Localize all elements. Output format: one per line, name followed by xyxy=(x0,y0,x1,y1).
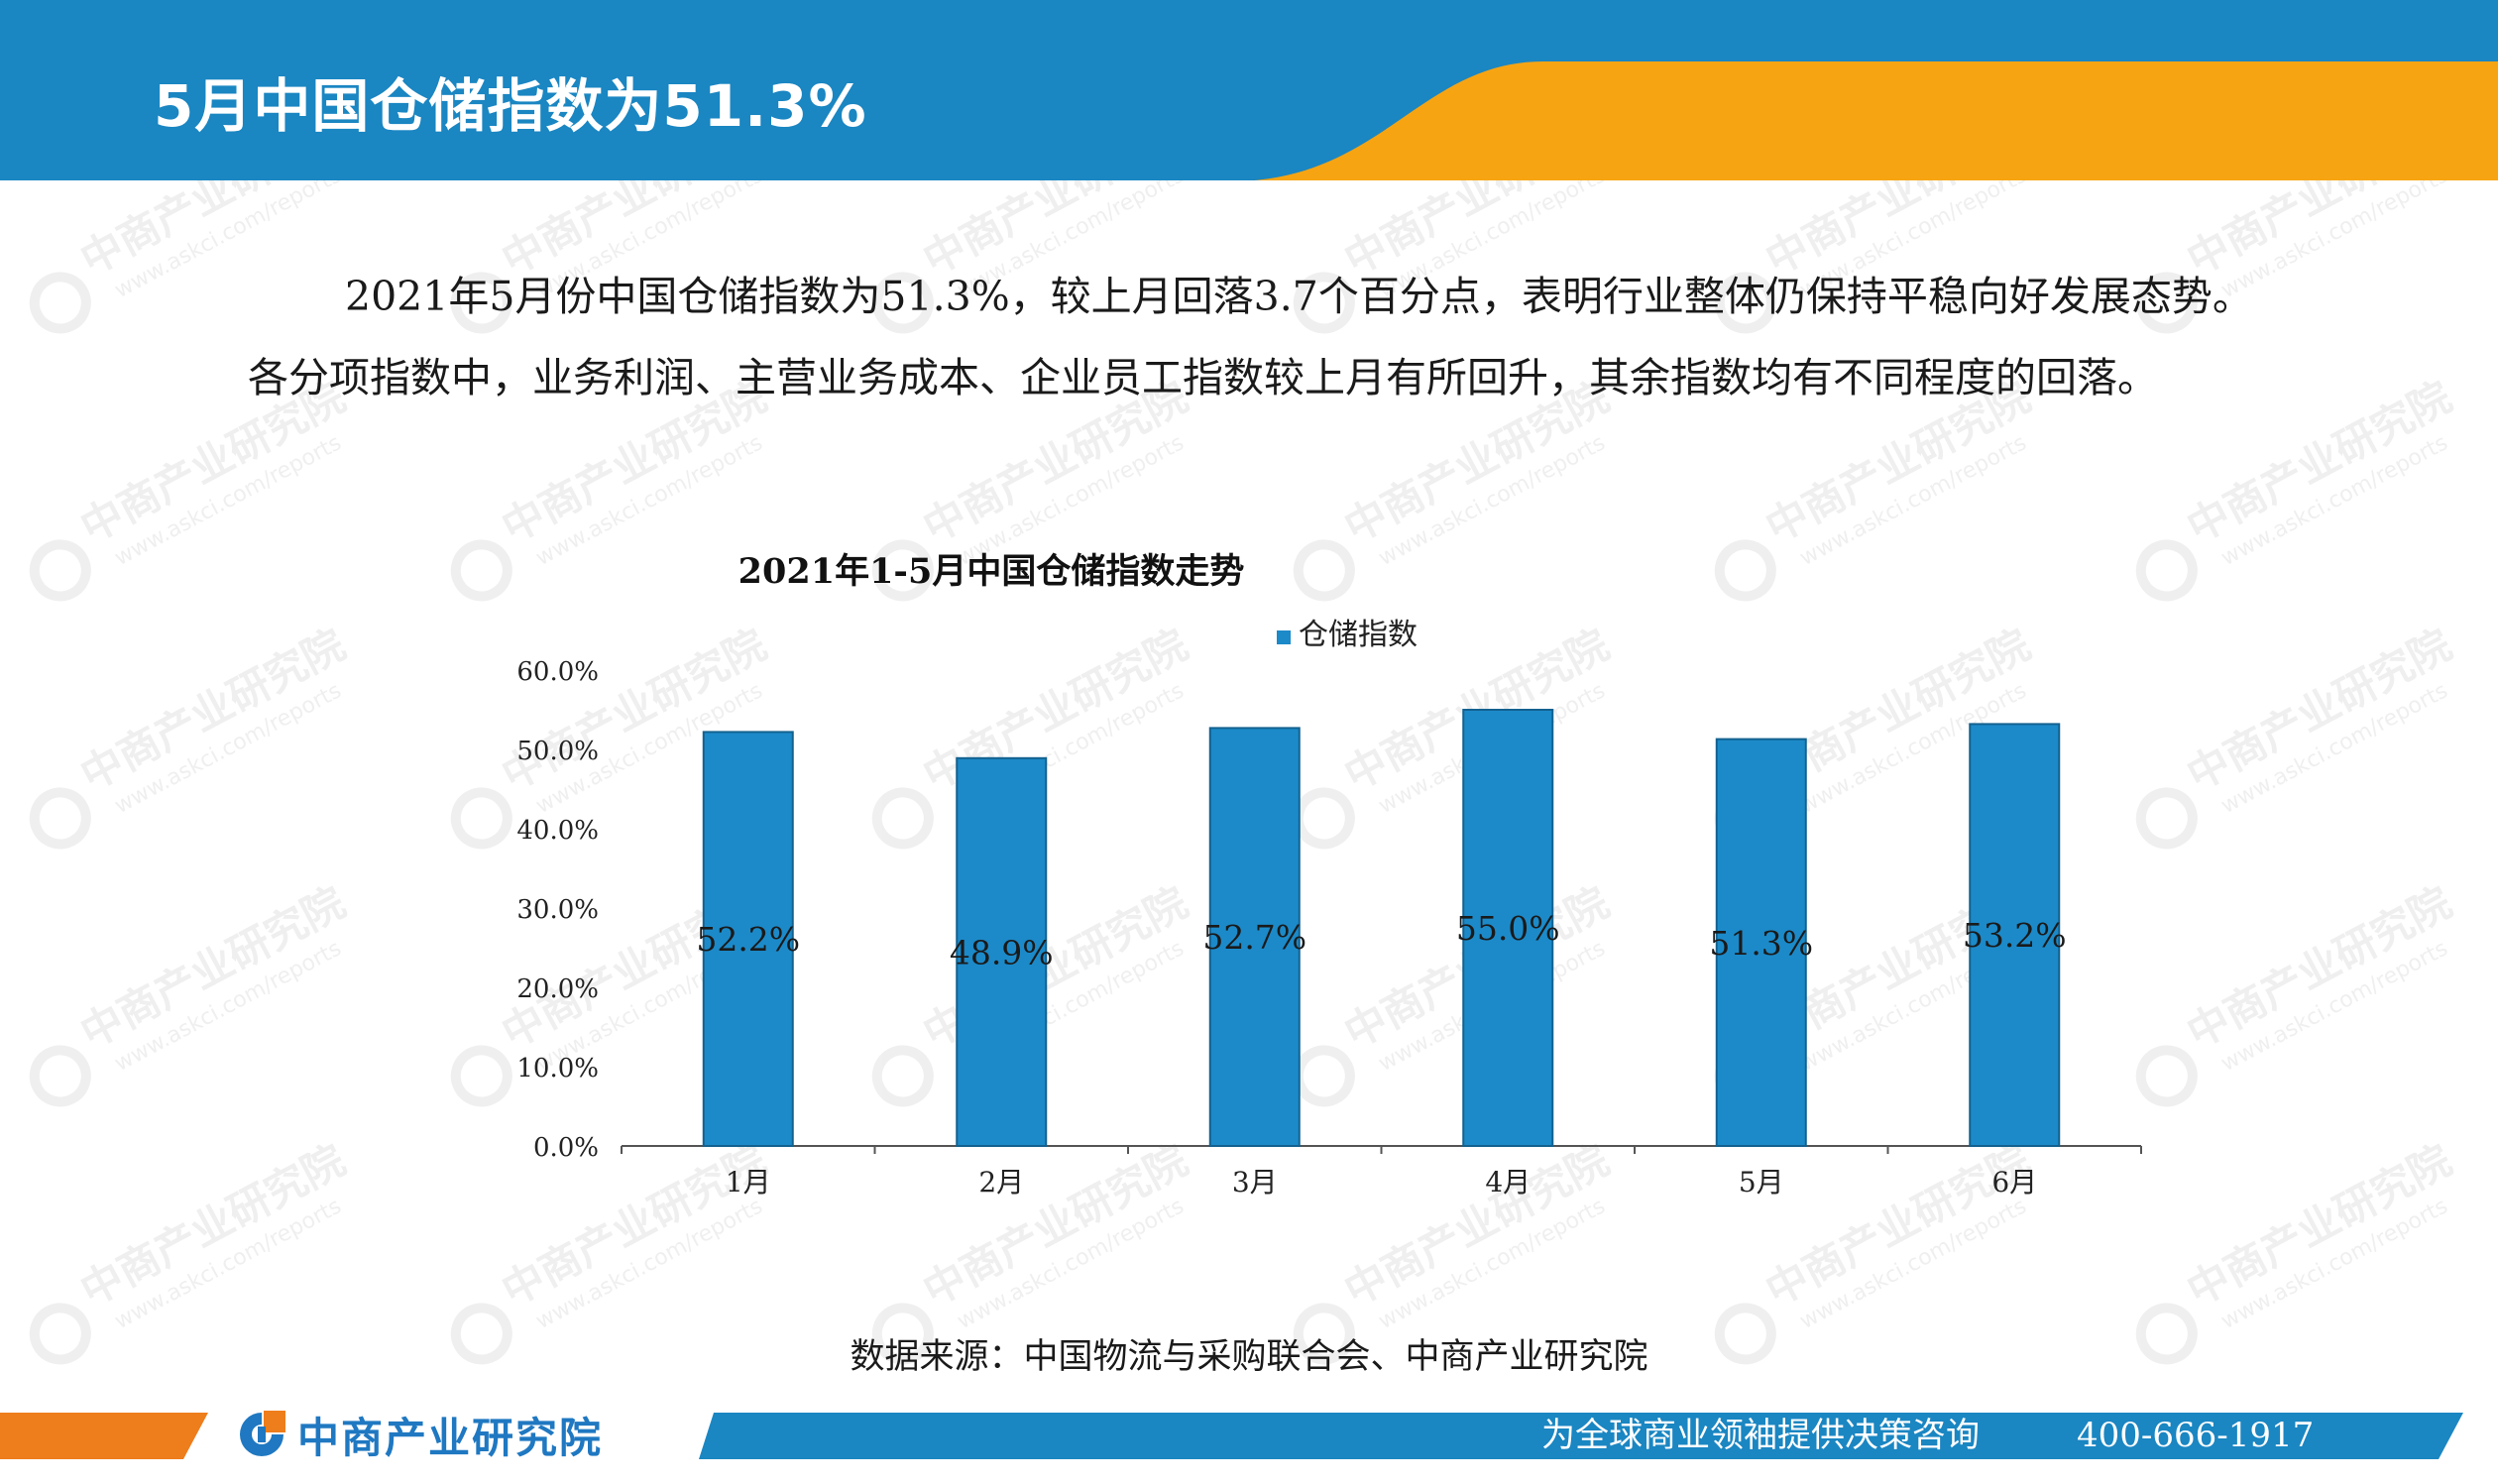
x-tick-label: 6月 xyxy=(1991,1166,2037,1199)
svg-text:中商产业研究院: 中商产业研究院 xyxy=(2179,620,2459,799)
x-tick-label: 1月 xyxy=(726,1166,771,1199)
header-banner xyxy=(0,0,2498,180)
bar-chart: 仓储指数 0.0% 10.0% 20.0% 30.0% 40.0% 50.0% 60.0% 52… xyxy=(516,618,2142,1199)
footer-slogan: 为全球商业领袖提供决策咨询 xyxy=(1541,1416,1980,1455)
svg-text:中商产业研究院: 中商产业研究院 xyxy=(2179,877,2459,1057)
bar xyxy=(1969,723,2061,1147)
footer-blue-stripe xyxy=(699,1413,2463,1459)
x-tick-label: 5月 xyxy=(1739,1166,1784,1199)
data-label: 51.3% xyxy=(1709,924,1813,963)
svg-text:www.askci.com/reports: www.askci.com/reports xyxy=(2217,1194,2452,1334)
footer-phone: 400-666-1917 xyxy=(2077,1416,2315,1455)
y-tick-label: 30.0% xyxy=(516,895,599,925)
legend-label: 仓储指数 xyxy=(1299,618,1418,652)
y-tick-label: 0.0% xyxy=(533,1133,599,1163)
x-tick-label: 4月 xyxy=(1485,1166,1531,1199)
svg-text:www.askci.com/reports: www.askci.com/reports xyxy=(2217,430,2452,571)
chart-title: 2021年1-5月中国仓储指数走势 xyxy=(738,551,1245,592)
data-label: 48.9% xyxy=(950,933,1054,971)
y-tick-label: 10.0% xyxy=(516,1054,599,1084)
source-note: 数据来源：中国物流与采购联合会、中商产业研究院 xyxy=(850,1337,1648,1377)
footer-orange-stripe xyxy=(0,1413,208,1459)
y-tick-label: 20.0% xyxy=(516,974,599,1004)
bar xyxy=(702,731,794,1147)
x-tick-label: 3月 xyxy=(1232,1166,1278,1199)
header-orange-wave xyxy=(1254,60,2498,180)
y-tick-label: 60.0% xyxy=(516,657,599,687)
bar xyxy=(956,756,1048,1148)
svg-text:中商产业研究院: 中商产业研究院 xyxy=(2179,1135,2459,1314)
data-label: 52.7% xyxy=(1202,918,1306,957)
y-tick-label: 40.0% xyxy=(516,816,599,846)
data-label: 52.2% xyxy=(696,920,800,959)
data-label: 53.2% xyxy=(1963,916,2067,955)
svg-text:www.askci.com/reports: www.askci.com/reports xyxy=(2217,936,2452,1077)
bar xyxy=(1462,709,1554,1147)
bar xyxy=(1715,738,1807,1147)
intro-paragraph: 2021年5月份中国仓储指数为51.3%，较上月回落3.7个百分点，表明行业整体… xyxy=(248,273,2253,401)
footer-logo: 中商产业研究院 xyxy=(234,1406,603,1463)
svg-text:www.askci.com/reports: www.askci.com/reports xyxy=(2217,678,2452,819)
footer-logo-text: 中商产业研究院 xyxy=(297,1413,604,1462)
bar xyxy=(1208,727,1301,1147)
askci-logo-icon xyxy=(240,1411,285,1456)
legend-swatch xyxy=(1277,630,1291,644)
x-tick-label: 2月 xyxy=(978,1166,1024,1199)
page-title: 5月中国仓储指数为51.3% xyxy=(154,72,867,140)
data-label: 55.0% xyxy=(1456,909,1560,948)
footer-band xyxy=(0,1413,2463,1459)
y-tick-label: 50.0% xyxy=(516,737,599,766)
